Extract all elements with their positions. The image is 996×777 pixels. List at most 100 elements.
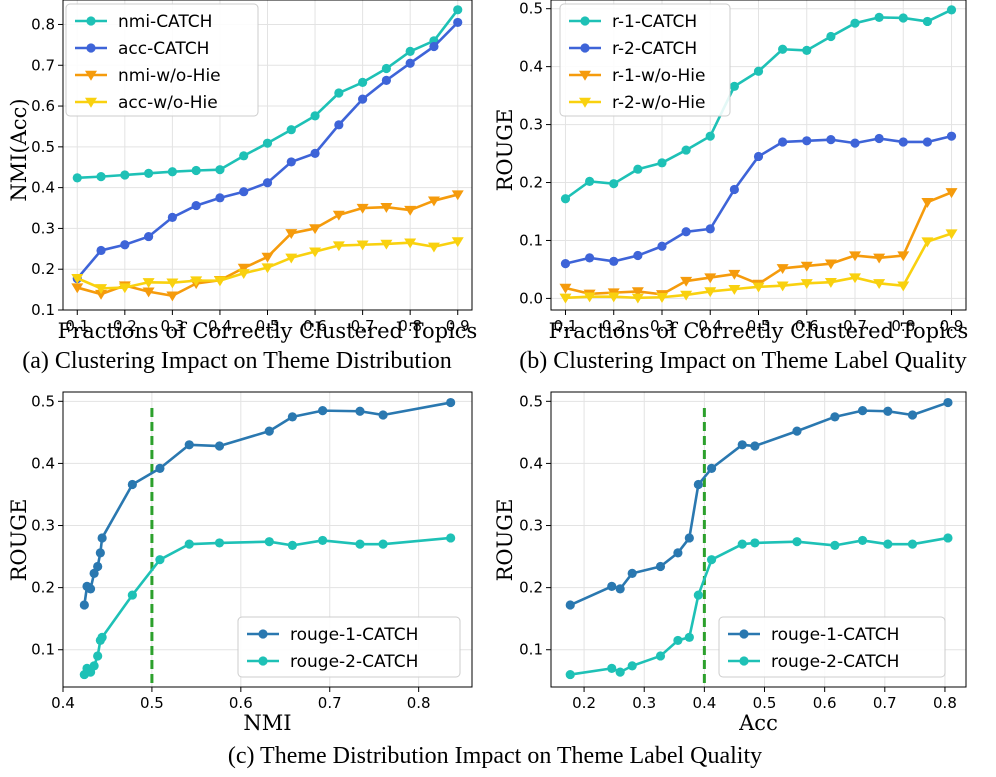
data-point [285,229,298,240]
data-point [897,281,910,292]
data-point [380,239,393,250]
data-point [898,13,908,23]
data-point [857,535,868,546]
x-tick-label: 0.1 [554,317,578,335]
legend-label: nmi-w/o-Hie [118,66,221,86]
data-point [89,661,99,671]
data-point [184,539,194,549]
plot-area [79,397,456,687]
data-point [627,661,637,671]
data-point [631,293,644,304]
data-point [849,251,862,262]
y-tick-label: 0.1 [519,231,543,249]
data-point [778,137,788,147]
y-tick-label: 0.1 [31,641,55,659]
x-tick-label: 0.3 [632,694,656,712]
legend-label: rouge-1-CATCH [290,625,418,645]
y-axis-label: ROUGE [493,109,517,192]
data-point [684,533,694,543]
y-tick-label: 0.1 [31,301,55,319]
y-tick-label: 0.4 [31,454,55,472]
x-tick-label: 0.7 [873,694,897,712]
legend-marker [258,656,268,666]
legend-marker [579,70,591,81]
y-tick-label: 0.7 [31,56,55,74]
data-point [142,278,155,288]
data-point [404,205,417,216]
data-point [446,533,456,543]
legend-marker [85,70,97,81]
data-point [607,292,620,303]
data-point [609,256,619,266]
x-tick-label: 0.5 [140,694,164,712]
data-point [71,273,84,284]
data-point [753,151,764,162]
x-tick-label: 0.9 [446,317,470,335]
series-nmi-CATCH [72,5,463,183]
data-point [873,253,886,264]
axes-frame [62,391,473,688]
data-point [706,463,717,473]
series-r-1-CATCH [560,5,957,204]
data-point [97,533,107,543]
data-point [118,283,131,294]
data-point [657,158,667,168]
legend-marker [86,43,96,53]
data-point [705,131,715,141]
data-point [753,66,764,76]
y-tick-label: 0.8 [31,15,55,33]
y-tick-label: 0.2 [31,579,55,597]
data-point [262,178,273,188]
x-tick-label: 0.6 [813,694,837,712]
x-tick-label: 0.4 [692,694,716,712]
data-point [332,210,345,221]
data-point [705,224,715,234]
y-axis-label: ROUGE [7,499,31,582]
data-point [750,538,760,548]
x-tick-label: 0.2 [113,317,137,335]
data-point [453,17,463,28]
data-point [404,238,417,249]
data-point [792,426,802,436]
data-point [874,12,884,22]
legend-label: rouge-2-CATCH [290,652,418,672]
data-point [850,18,860,28]
y-tick-label: 0.5 [31,392,55,410]
data-point [358,77,368,87]
data-point [824,259,837,270]
x-tick-label: 0.4 [51,694,75,712]
data-point [680,276,693,287]
x-tick-label: 0.8 [933,694,957,712]
y-tick-label: 0.3 [31,219,55,237]
data-point [127,590,137,600]
data-point [79,600,89,610]
series-nmi-w/o-Hie [71,190,464,302]
x-tick-label: 0.7 [318,694,342,712]
data-point [167,212,177,223]
data-point [800,261,813,272]
data-point [585,253,595,263]
data-point [883,406,893,416]
y-tick-label: 0.2 [519,174,543,192]
data-point [922,137,932,147]
legend-label: r-1-CATCH [612,12,697,32]
data-point [729,184,739,195]
data-point [826,135,836,145]
data-point [737,539,747,549]
plot-area [559,5,958,304]
data-point [802,136,812,146]
legend: rouge-1-CATCH rouge-2-CATCH [237,616,461,678]
axes-frame [550,391,967,688]
data-point [583,292,596,303]
x-tick-label: 0.3 [650,317,674,335]
data-point [560,194,571,204]
data-point [633,164,643,174]
x-axis-label: Fractions of Correctly Clustered Topics [549,319,969,343]
data-point [120,240,130,250]
data-point [728,269,741,280]
data-point [120,170,130,180]
legend: r-1-CATCH r-2-CATCH r-1-w/o-Hie r-2-w/o-Hie [559,3,731,117]
data-point [93,651,103,661]
data-point [729,81,739,91]
